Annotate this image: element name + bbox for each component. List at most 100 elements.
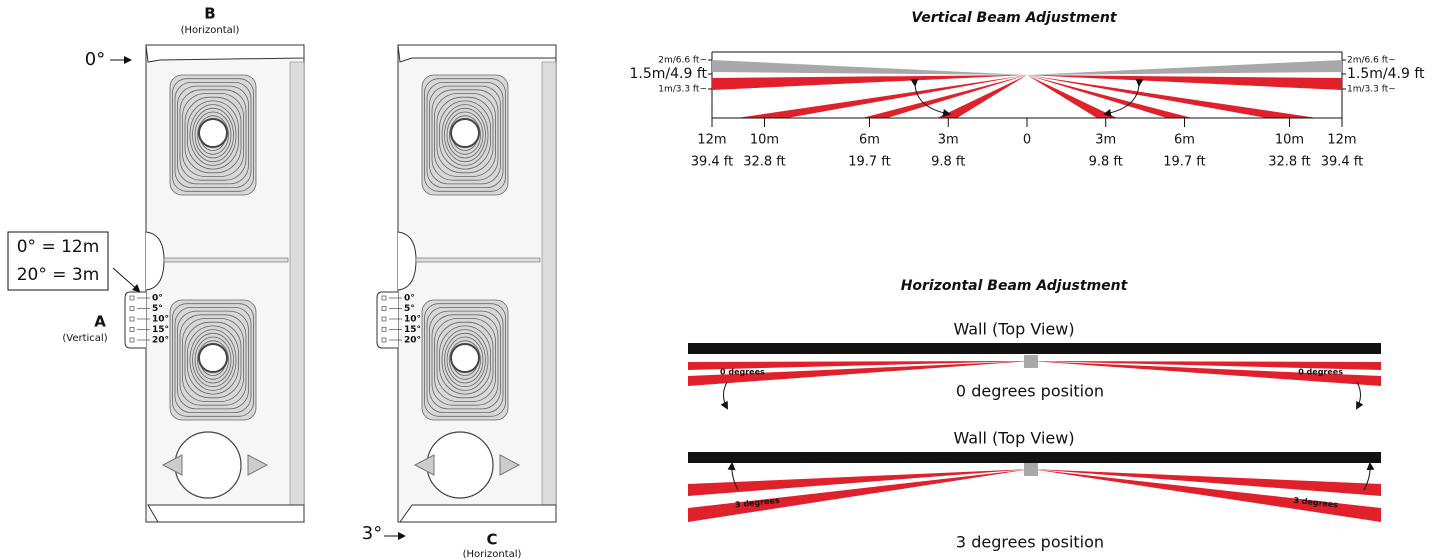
- lens-ring: [441, 104, 489, 166]
- lens-center: [450, 343, 480, 373]
- lens-ring: [429, 85, 501, 185]
- lens-ring: [197, 115, 229, 155]
- lens-ring: [182, 93, 244, 177]
- lens-ring: [426, 306, 504, 413]
- lens-ring: [431, 89, 499, 181]
- control-circle: [174, 431, 242, 499]
- scale-label: 5°: [404, 304, 415, 314]
- lens-ring: [179, 314, 247, 406]
- turn-arrow: [727, 462, 739, 491]
- slot: [415, 257, 541, 263]
- label-a-sub: (Vertical): [62, 333, 107, 344]
- scale-label: 10°: [152, 315, 169, 325]
- lens-ring: [192, 332, 234, 388]
- lens-ring: [441, 329, 489, 391]
- label-a: A: [94, 313, 106, 331]
- beam-red: [1027, 75, 1117, 118]
- control-circle: [426, 431, 494, 499]
- lens-ring: [172, 78, 254, 192]
- wall: [688, 343, 1381, 354]
- height-label: 1m/3.3 ft~: [1347, 85, 1396, 95]
- lens-ring: [172, 303, 254, 417]
- distance-m: 10m: [750, 133, 779, 148]
- sensor: [1024, 355, 1038, 368]
- distance-m: 10m: [1275, 133, 1304, 148]
- height-label: 1.5m/4.9 ft: [629, 66, 707, 82]
- distance-ft: 9.8 ft: [931, 155, 965, 170]
- scale-label: 20°: [404, 336, 421, 346]
- lens-ring: [424, 303, 506, 417]
- turn-arrow: [1363, 462, 1375, 491]
- distance-m: 12m: [1327, 133, 1356, 148]
- position-caption: 3 degrees position: [956, 533, 1104, 552]
- scale-tick: [129, 327, 135, 332]
- distance-m: 3m: [938, 133, 959, 148]
- scale-tick: [381, 337, 387, 343]
- lens-ring: [446, 111, 484, 159]
- beam-red: [1031, 469, 1381, 496]
- lens-ring: [424, 78, 506, 192]
- lens-ring: [187, 100, 239, 170]
- scale-tick: [129, 295, 135, 301]
- turn-arrow: [1356, 381, 1364, 410]
- label-c: C: [486, 531, 497, 549]
- device-side: [541, 61, 557, 506]
- section-title: Vertical Beam Adjustment: [911, 10, 1117, 26]
- wall: [688, 452, 1381, 463]
- lens-ring: [449, 340, 481, 380]
- angle-label: 3°: [362, 523, 382, 544]
- lens-ring: [446, 336, 484, 384]
- scale-label: 5°: [152, 304, 163, 314]
- scale-tick: [381, 295, 387, 301]
- scale-tab: [376, 291, 398, 349]
- distance-ft: 39.4 ft: [1321, 155, 1364, 170]
- scale-tick: [129, 337, 135, 343]
- device-bottom-cap: [147, 504, 305, 523]
- height-label: 1m/3.3 ft~: [658, 85, 707, 95]
- beam-red: [688, 361, 1031, 386]
- scale-label: 20°: [152, 336, 169, 346]
- lens-ring: [194, 111, 232, 159]
- device-side: [289, 61, 305, 506]
- beam-red: [1027, 75, 1317, 118]
- distance-m: 12m: [697, 133, 726, 148]
- lens-ring: [192, 107, 234, 163]
- lens-ring: [431, 314, 499, 406]
- lens-ring: [429, 310, 501, 410]
- callout-arrow: [112, 267, 141, 293]
- callout-text: 20° = 3m: [17, 265, 100, 285]
- distance-ft: 19.7 ft: [848, 155, 891, 170]
- control-right: [499, 454, 521, 476]
- beam-gray: [712, 60, 1027, 75]
- beam-red: [1031, 469, 1381, 522]
- lens-ring: [439, 100, 491, 170]
- beam-red: [737, 75, 1027, 118]
- lens-ring: [194, 336, 232, 384]
- distance-ft: 9.8 ft: [1089, 155, 1123, 170]
- position-caption: 0 degrees position: [956, 382, 1104, 401]
- label-c-sub: (Horizontal): [463, 549, 522, 560]
- control-left: [161, 454, 183, 476]
- beam-red: [1031, 361, 1381, 370]
- lens-center: [198, 118, 228, 148]
- scale-label: 0°: [404, 294, 415, 304]
- distance-m: 0: [1023, 133, 1031, 148]
- beam-red: [688, 469, 1031, 496]
- lens-ring: [439, 325, 491, 395]
- distance-m: 3m: [1095, 133, 1116, 148]
- scale-tick: [129, 316, 135, 322]
- height-label: 2m/6.6 ft~: [658, 56, 707, 66]
- scale-label: 0°: [152, 294, 163, 304]
- lens-ring: [187, 325, 239, 395]
- scale-label: 15°: [404, 325, 421, 335]
- lens-ring: [444, 332, 486, 388]
- beam-gray: [1027, 60, 1342, 75]
- beam-red: [688, 361, 1031, 370]
- lens-center: [450, 118, 480, 148]
- lens-ring: [434, 93, 496, 177]
- device-top-cap: [145, 44, 305, 63]
- callout-text: 0° = 12m: [17, 237, 100, 257]
- scale-tick: [381, 316, 387, 322]
- lens-ring: [179, 89, 247, 181]
- beam-label: 0 degrees: [720, 368, 765, 377]
